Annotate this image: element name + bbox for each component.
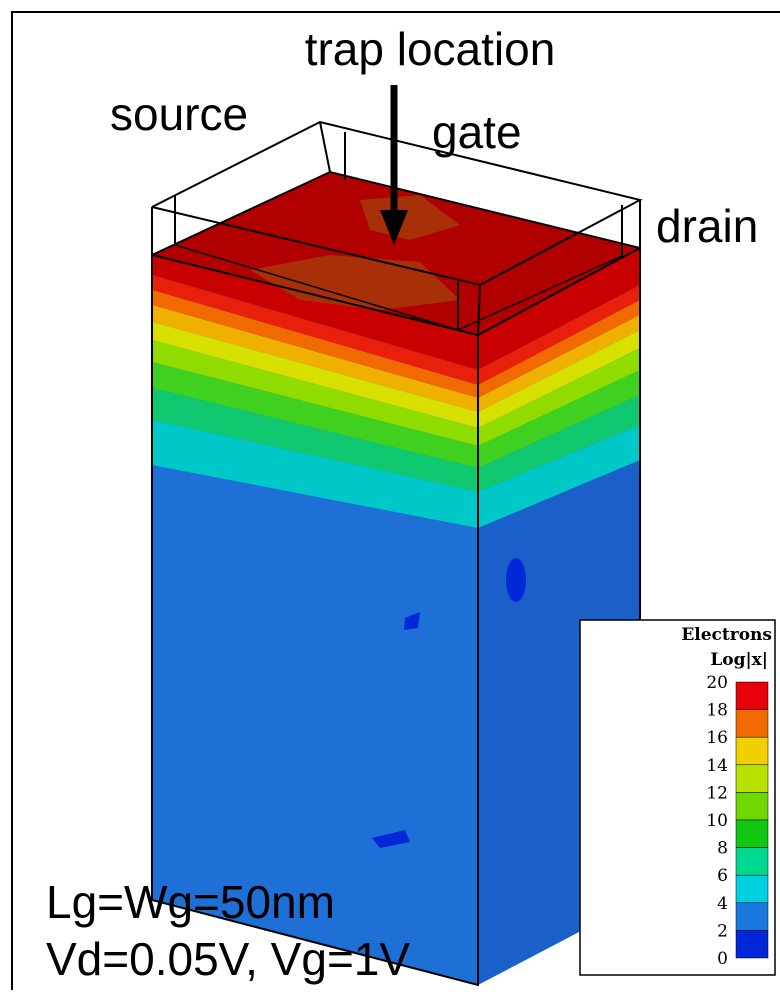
legend-swatch xyxy=(735,736,769,766)
gate-label: gate xyxy=(432,106,522,158)
legend-tick: 18 xyxy=(706,701,728,721)
legend-swatch xyxy=(735,764,769,793)
trap-arrow xyxy=(380,85,408,245)
bias-label: Vd=0.05V, Vg=1V xyxy=(46,933,410,985)
wireframe xyxy=(151,120,643,987)
legend-tick: 20 xyxy=(706,673,728,693)
legend-swatch xyxy=(735,681,769,710)
device-side xyxy=(478,248,640,985)
legend-swatch xyxy=(735,792,769,821)
legend-swatch xyxy=(735,819,769,848)
legend-title: Electrons xyxy=(681,625,772,645)
legend-subtitle: Log|x| xyxy=(710,650,768,670)
legend-tick: 4 xyxy=(717,894,728,914)
legend-tick: 6 xyxy=(717,866,728,886)
legend-swatch xyxy=(735,930,769,959)
device-front xyxy=(152,255,478,985)
drain-label: drain xyxy=(656,200,758,252)
legend-tick: 8 xyxy=(717,839,728,859)
legend-swatch xyxy=(735,874,769,904)
legend-swatch xyxy=(735,709,769,738)
dims-label: Lg=Wg=50nm xyxy=(46,876,335,928)
legend-tick: 12 xyxy=(706,783,728,803)
legend-tick: 16 xyxy=(706,728,728,748)
legend-swatch xyxy=(735,902,769,931)
legend-tick: 10 xyxy=(706,811,728,831)
legend-swatch xyxy=(735,847,769,876)
trap-label: trap location xyxy=(305,23,556,75)
source-label: source xyxy=(110,88,248,140)
legend-tick: 0 xyxy=(717,949,728,969)
legend-tick: 2 xyxy=(717,921,728,941)
legend-tick: 14 xyxy=(706,756,728,776)
